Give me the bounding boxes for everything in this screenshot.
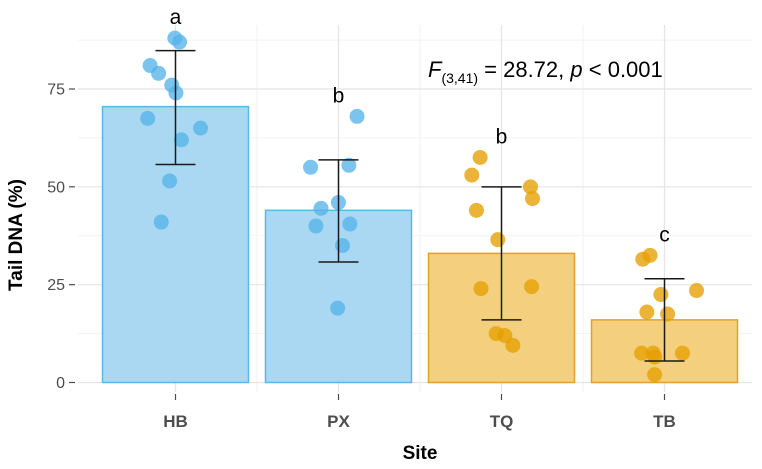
y-tick-label: 75: [47, 82, 65, 99]
point-tq: [522, 179, 538, 195]
point-hb: [193, 120, 209, 136]
stat-f-symbol: F: [428, 57, 443, 82]
point-hb: [153, 214, 169, 230]
point-hb: [172, 34, 188, 50]
point-tq: [464, 167, 480, 183]
bars: [101, 105, 739, 384]
point-px: [349, 108, 365, 124]
significance-letter-hb: a: [170, 6, 182, 29]
point-tq: [505, 337, 521, 353]
point-px: [313, 200, 329, 216]
error-bars: [155, 49, 685, 362]
significance-letter-px: b: [333, 84, 345, 107]
point-tq: [468, 202, 484, 218]
point-tb: [647, 349, 663, 365]
stat-f-value: = 28.72,: [478, 57, 570, 82]
x-tick-label-hb: HB: [163, 412, 188, 431]
error-bar-tb: [644, 278, 685, 362]
stat-df: (3,41): [441, 70, 478, 86]
point-tb: [639, 304, 655, 320]
point-px: [303, 159, 319, 175]
y-tick-label: 25: [47, 277, 65, 294]
point-px: [341, 157, 357, 173]
point-tb: [660, 306, 676, 322]
point-tb: [634, 345, 650, 361]
error-bar-px: [318, 159, 359, 263]
x-tick-label-px: PX: [327, 412, 350, 431]
point-tq: [524, 279, 540, 295]
stat-p-symbol: p: [569, 57, 582, 82]
point-tb: [675, 345, 691, 361]
point-px: [308, 218, 324, 234]
significance-letter-tb: c: [659, 223, 670, 246]
point-tq: [472, 149, 488, 165]
point-tb: [647, 367, 663, 383]
error-bar-tq: [481, 186, 522, 321]
y-tick-label: 50: [47, 179, 65, 196]
significance-letter-tq: b: [496, 125, 508, 148]
point-tq: [490, 232, 506, 248]
y-tick-label: 0: [56, 375, 65, 392]
point-hb: [162, 173, 178, 189]
x-tick-label-tb: TB: [653, 412, 676, 431]
point-px: [334, 238, 350, 254]
x-tick-label-tq: TQ: [490, 412, 514, 431]
y-axis-title: Tail DNA (%): [6, 179, 27, 291]
point-tb: [689, 283, 705, 299]
point-px: [330, 300, 346, 316]
error-bar-hb: [155, 49, 196, 166]
point-tb: [635, 251, 651, 267]
x-axis-title: Site: [403, 443, 438, 464]
stat-annotation: F(3,41) = 28.72, p < 0.001: [428, 57, 663, 86]
y-axis: 0 25 50 75: [47, 82, 75, 392]
point-tq: [525, 191, 541, 207]
significance-letters: a b b c: [170, 6, 670, 246]
x-axis: HB PX TQ TB: [163, 394, 676, 431]
point-hb: [140, 110, 156, 126]
point-hb: [173, 132, 189, 148]
stat-p-value: < 0.001: [583, 57, 663, 82]
point-tb: [653, 286, 669, 302]
point-tq: [473, 281, 489, 297]
point-px: [342, 216, 358, 232]
point-hb: [151, 65, 167, 81]
